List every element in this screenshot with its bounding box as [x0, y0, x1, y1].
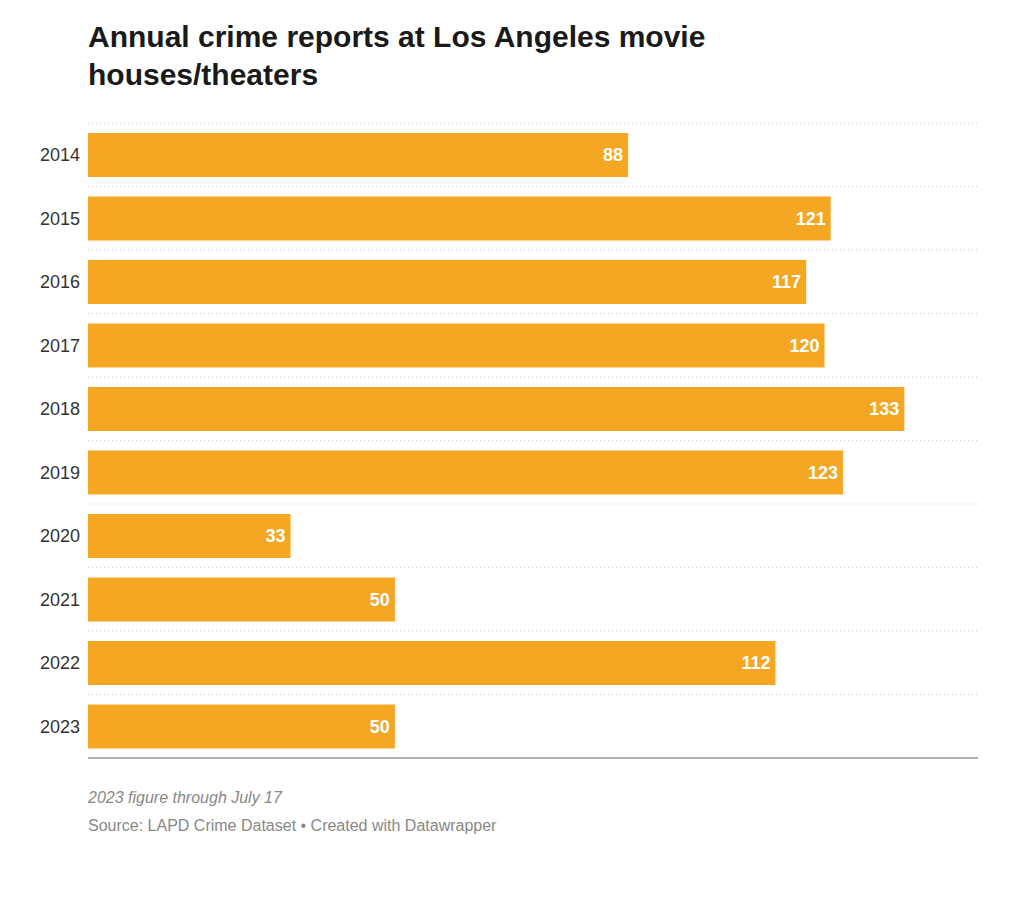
svg-text:121: 121: [796, 209, 826, 229]
svg-text:2019: 2019: [40, 463, 80, 483]
svg-text:2022: 2022: [40, 653, 80, 673]
svg-text:120: 120: [790, 336, 820, 356]
svg-text:50: 50: [370, 590, 390, 610]
svg-text:2014: 2014: [40, 145, 80, 165]
html-text:Source: LAPD Crime Dataset • C: Source: LAPD Crime Dataset • Created wit…: [88, 817, 497, 834]
svg-text:2021: 2021: [40, 590, 80, 610]
svg-text:2015: 2015: [40, 209, 80, 229]
svg-text:123: 123: [808, 463, 838, 483]
html-text:Annual crime reports at Los An: Annual crime reports at Los Angeles movi…: [88, 20, 706, 91]
svg-text:33: 33: [266, 526, 286, 546]
svg-text:2023: 2023: [40, 717, 80, 737]
svg-text:112: 112: [741, 653, 770, 673]
svg-text:2018: 2018: [40, 399, 80, 419]
svg-text:88: 88: [603, 145, 623, 165]
svg-text:117: 117: [772, 272, 801, 292]
svg-text:2017: 2017: [40, 336, 80, 356]
svg-text:2020: 2020: [40, 526, 80, 546]
svg-text:2016: 2016: [40, 272, 80, 292]
svg-text:50: 50: [370, 717, 390, 737]
html-text:2023 figure through July 17: 2023 figure through July 17: [88, 789, 282, 806]
svg-text:133: 133: [869, 399, 899, 419]
